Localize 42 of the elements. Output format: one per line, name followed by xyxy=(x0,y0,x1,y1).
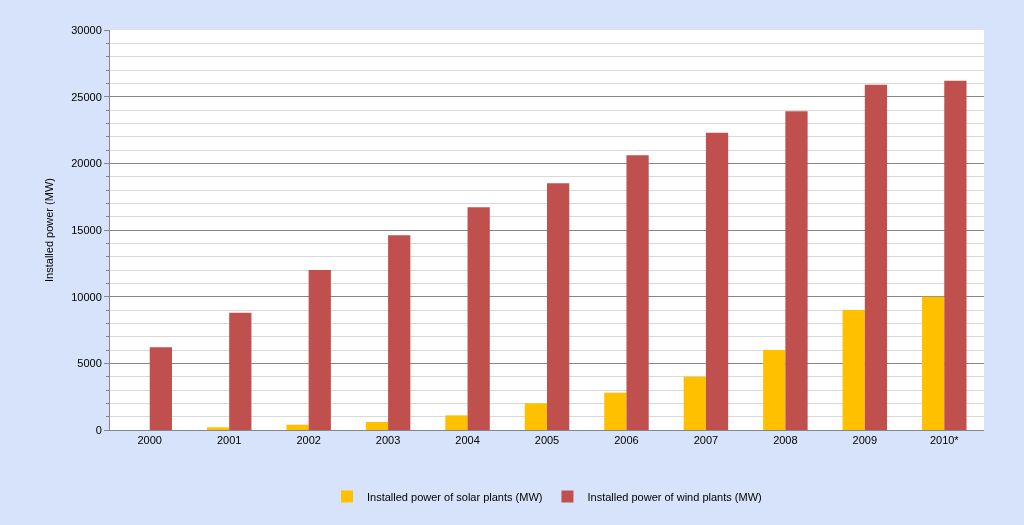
x-tick-label: 2008 xyxy=(773,434,798,447)
bar xyxy=(308,270,331,430)
bar xyxy=(445,415,468,430)
y-tick-label: 25000 xyxy=(71,90,102,103)
x-tick-label: 2005 xyxy=(534,434,560,447)
bar xyxy=(763,350,786,430)
bar xyxy=(944,80,967,430)
x-tick-label: 2004 xyxy=(455,434,480,447)
y-tick-label: 30000 xyxy=(71,23,102,36)
x-tick-label: 2009 xyxy=(852,434,878,447)
bar xyxy=(388,235,411,430)
bar xyxy=(864,84,888,430)
x-tick-label: 2007 xyxy=(693,434,719,447)
bar xyxy=(206,427,230,430)
bar xyxy=(922,296,945,430)
bar xyxy=(705,132,729,430)
y-axis-title: Installed power (MW) xyxy=(42,178,55,282)
bar xyxy=(229,312,252,430)
bar xyxy=(467,207,490,430)
bar xyxy=(785,111,808,430)
x-tick-label: 2010* xyxy=(929,434,960,447)
x-tick-label: 2001 xyxy=(216,434,242,447)
x-tick-label: 2003 xyxy=(375,434,401,447)
x-tick-label: 2006 xyxy=(614,434,639,447)
bar xyxy=(286,424,309,430)
y-tick-label: 10000 xyxy=(71,290,102,303)
bar xyxy=(604,392,627,430)
y-tick-label: 5000 xyxy=(77,357,102,370)
bar xyxy=(365,422,389,430)
x-tick-label: 2002 xyxy=(296,434,321,447)
x-tick-label: 2000 xyxy=(137,434,162,447)
legend-label: Installed power of wind plants (MW) xyxy=(587,490,762,503)
y-tick-label: 20000 xyxy=(71,157,102,170)
y-tick-label: 0 xyxy=(95,423,102,436)
bar xyxy=(842,310,865,430)
y-tick-label: 15000 xyxy=(71,223,102,236)
bar xyxy=(683,376,706,430)
legend-label: Installed power of solar plants (MW) xyxy=(367,490,543,503)
bar xyxy=(149,347,172,430)
bar xyxy=(626,155,649,430)
bar xyxy=(547,183,570,430)
bar xyxy=(524,403,547,430)
